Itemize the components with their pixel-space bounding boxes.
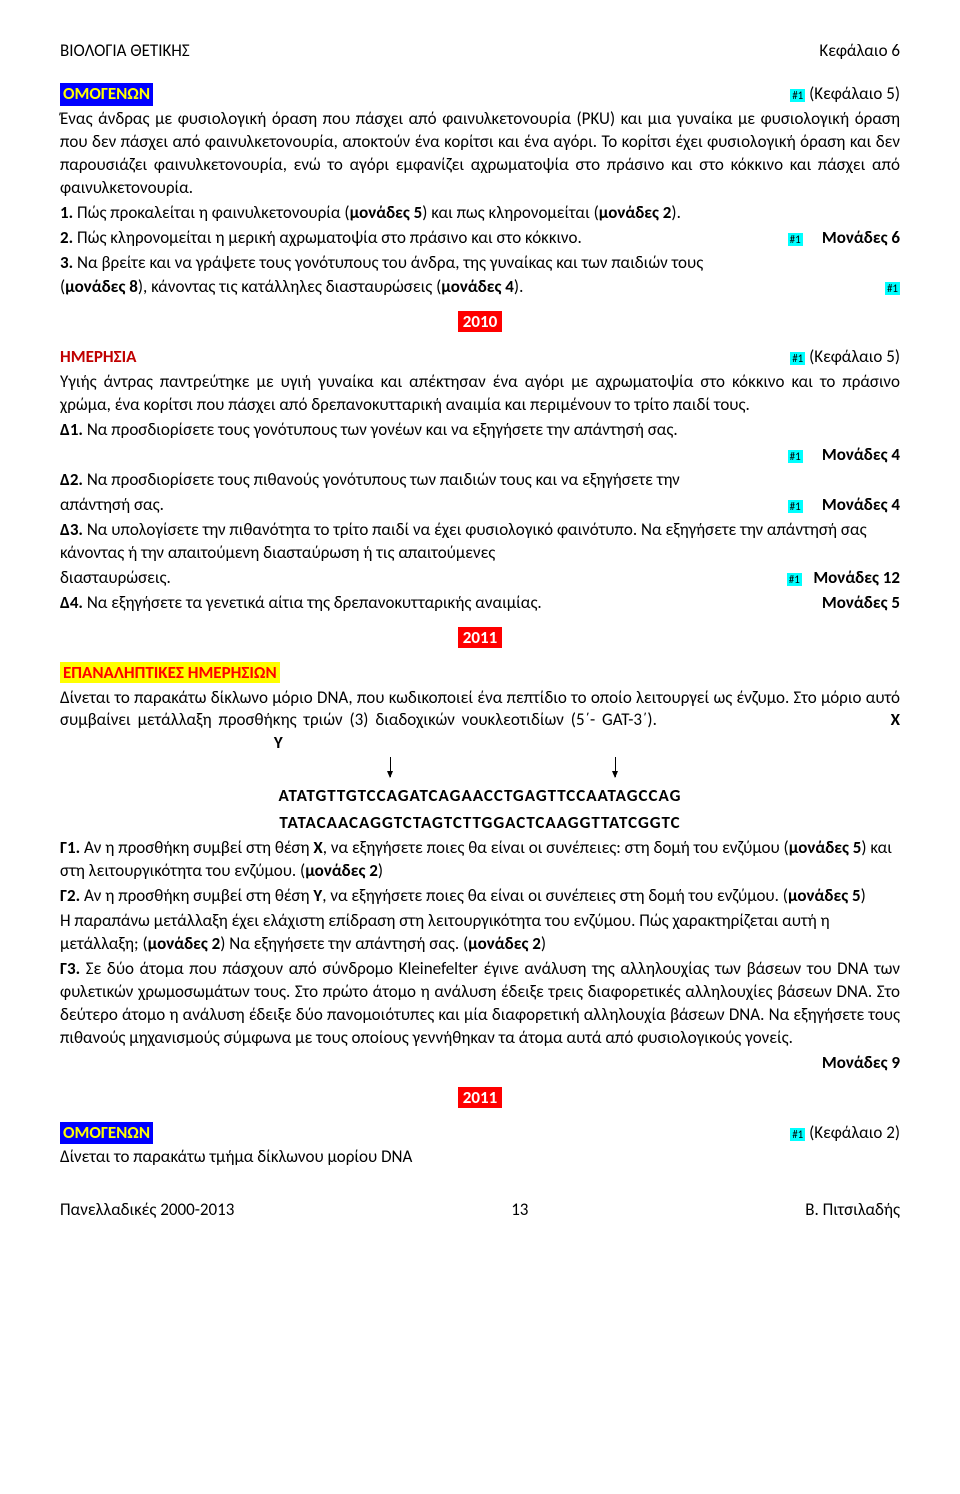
mark-icon: #1 xyxy=(885,282,900,295)
epan-g3: Γ3. Σε δύο άτομα που πάσχουν από σύνδρομ… xyxy=(60,958,900,1050)
imer-d4: Δ4. Να εξηγήσετε τα γενετικά αίτια της δ… xyxy=(60,592,900,615)
omogenon-chapter-ref: #1 (Κεφάλαιο 5) xyxy=(790,83,900,106)
omog2-paragraph: Δίνεται το παρακάτω τμήμα δίκλωνου μορίο… xyxy=(60,1146,900,1169)
mark-icon: #1 xyxy=(788,500,803,513)
section-omogenon-2: ΟΜΟΓΕΝΩΝ #1 (Κεφάλαιο 2) xyxy=(60,1122,900,1145)
mark-icon: #1 xyxy=(787,573,802,586)
section-omogenon: ΟΜΟΓΕΝΩΝ #1 (Κεφάλαιο 5) xyxy=(60,83,900,106)
arrow-row xyxy=(60,757,900,781)
epan-title: ΕΠΑΝΑΛΗΠΤΙΚΕΣ ΗΜΕΡΗΣΙΩΝ xyxy=(60,662,900,685)
dna-sequence-2: TATACAACAGGTCTAGTCTTGGACTCAAGGTTATCGGTC xyxy=(60,812,900,835)
epan-g1: Γ1. Αν η προσθήκη συμβεί στη θέση X, να … xyxy=(60,837,900,883)
imer-d3-line1: Δ3. Να υπολογίσετε την πιθανότητα το τρί… xyxy=(60,519,900,565)
omog-q3-line1: 3. Να βρείτε και να γράψετε τους γονότυπ… xyxy=(60,252,900,275)
epan-g2a: Γ2. Αν η προσθήκη συμβεί στη θέση Y, να … xyxy=(60,885,900,908)
footer-left: Πανελλαδικές 2000-2013 xyxy=(60,1199,234,1222)
mark-icon: #1 xyxy=(790,352,805,365)
imer-d2-line1: Δ2. Να προσδιορίσετε τους πιθανούς γονότ… xyxy=(60,469,900,492)
omog-q1: 1. Πώς προκαλείται η φαινυλκετονουρία (μ… xyxy=(60,202,900,225)
arrow-x xyxy=(390,757,391,777)
imer-d3-line2: διασταυρώσεις. #1 Μονάδες 12 xyxy=(60,567,900,590)
mark-icon: #1 xyxy=(790,89,805,102)
epan-paragraph: Δίνεται το παρακάτω δίκλωνο μόριο DNA, π… xyxy=(60,687,900,756)
page-header: ΒΙΟΛΟΓΙΑ ΘΕΤΙΚΗΣ Κεφάλαιο 6 xyxy=(60,40,900,63)
mark-icon: #1 xyxy=(788,233,803,246)
header-left: ΒΙΟΛΟΓΙΑ ΘΕΤΙΚΗΣ xyxy=(60,40,190,63)
footer-right: Β. Πιτσιλαδής xyxy=(805,1199,900,1222)
dna-sequence-1: ATATGTTGTCCAGATCAGAACCTGAGTTCCAATAGCCAG xyxy=(60,785,900,808)
year-2010: 2010 xyxy=(60,311,900,334)
header-right: Κεφάλαιο 6 xyxy=(819,40,900,63)
page-footer: Πανελλαδικές 2000-2013 13 Β. Πιτσιλαδής xyxy=(60,1199,900,1222)
omogenon2-chapter-ref: #1 (Κεφάλαιο 2) xyxy=(790,1122,900,1145)
arrow-y xyxy=(615,757,616,777)
imer-d2-line2: απάντησή σας. #1 Μονάδες 4 xyxy=(60,494,900,517)
imer-d1: Δ1. Να προσδιορίσετε τους γονότυπους των… xyxy=(60,419,900,442)
omogenon2-title: ΟΜΟΓΕΝΩΝ xyxy=(60,1122,153,1145)
section-imerisia: ΗΜΕΡΗΣΙΑ #1 (Κεφάλαιο 5) xyxy=(60,346,900,369)
omog-q2: 2. Πώς κληρονομείται η μερική αχρωματοψί… xyxy=(60,227,900,250)
imerisia-chapter-ref: #1 (Κεφάλαιο 5) xyxy=(790,346,900,369)
year-2011a: 2011 xyxy=(60,627,900,650)
mark-icon: #1 xyxy=(790,1128,805,1141)
imerisia-title: ΗΜΕΡΗΣΙΑ xyxy=(60,346,136,369)
imer-paragraph: Υγιής άντρας παντρεύτηκε με υγιή γυναίκα… xyxy=(60,371,900,417)
omog-paragraph: Ένας άνδρας με φυσιολογική όραση που πάσ… xyxy=(60,108,900,200)
epan-g2b: Η παραπάνω μετάλλαξη έχει ελάχιστη επίδρ… xyxy=(60,910,900,956)
year-2011b: 2011 xyxy=(60,1087,900,1110)
epan-g3-points: Μονάδες 9 xyxy=(60,1052,900,1075)
omog-q3-line2: (μονάδες 8), κάνοντας τις κατάλληλες δια… xyxy=(60,276,900,299)
footer-center: 13 xyxy=(511,1199,528,1222)
omogenon-title: ΟΜΟΓΕΝΩΝ xyxy=(60,83,153,106)
mark-icon: #1 xyxy=(788,450,803,463)
imer-d1-points: #1 Μονάδες 4 xyxy=(60,444,900,467)
